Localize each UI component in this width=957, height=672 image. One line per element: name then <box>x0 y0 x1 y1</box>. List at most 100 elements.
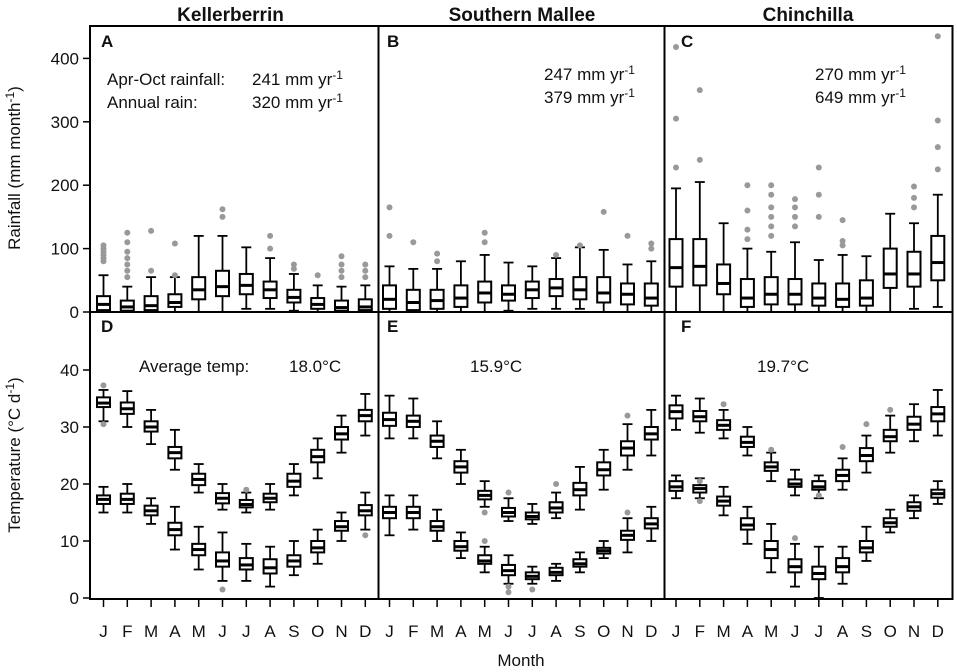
panel-c-s0-m5-outlier-4 <box>768 191 775 198</box>
panel-c-s0-m5-outlier-3 <box>768 204 775 211</box>
panel-f-s1-m11-box <box>906 494 922 520</box>
panel-e-s0-m2-box <box>405 397 421 440</box>
temp-tick-label-30: 30 <box>60 418 79 437</box>
panel-c-s0-m6-outlier-2 <box>792 204 798 211</box>
panel-b-s0-m3-outlier-1 <box>434 250 441 257</box>
panel-c-s0-m6-outlier-3 <box>792 196 798 203</box>
panel-c-s0-m5-outlier-1 <box>768 223 775 230</box>
panel-f-s0-m8-box <box>835 443 851 491</box>
panel-f-s0-m11-box <box>906 403 922 443</box>
panel-b-s0-m9-box <box>572 242 588 310</box>
panel-e-s1-m2-box <box>405 494 421 531</box>
panel-a-s0-m4-box <box>167 240 183 313</box>
ylabel-temperature: Temperature (°C d-1) <box>3 377 24 532</box>
panel-a-s0-m2-outlier-4 <box>124 248 131 255</box>
panel-b-s0-m3-box <box>429 250 445 313</box>
panel-f-xtick-label-7: J <box>815 622 824 641</box>
annotation-f-value: 19.7°C <box>757 357 809 376</box>
panel-c-s0-m5-outlier-5 <box>768 182 775 189</box>
panel-c-s0-m12-outlier-1 <box>934 144 941 151</box>
panel-f-xtick-label-11: N <box>908 622 920 641</box>
annotation-a-label-2: Annual rain: <box>107 93 198 112</box>
annotation-c-value-2: 649 mm yr-1 <box>815 86 906 107</box>
panel-e-s1-m5-outlier-0 <box>481 538 488 544</box>
panel-e-s1-m6-box <box>501 554 516 596</box>
panel-b-s0-m2-iqr <box>405 288 421 312</box>
panel-a-s0-m4-outlier-0 <box>171 272 178 279</box>
annotation-b-value-2: 379 mm yr-1 <box>544 86 635 107</box>
rain-tick-label-100: 100 <box>51 240 79 259</box>
panel-a-s0-m6-outlier-1 <box>219 206 226 213</box>
panel-c-s0-m2-iqr <box>692 238 708 287</box>
panel-c-s0-m5-iqr <box>763 276 779 306</box>
panel-c-s0-m11-outlier-2 <box>911 183 917 190</box>
panel-e-xtick-label-6: J <box>504 622 513 641</box>
panel-e-s1-m4-box <box>453 531 469 559</box>
panel-border-f <box>663 311 954 600</box>
annotation-c-value-1: 270 mm yr-1 <box>815 63 906 84</box>
panel-b-s0-m5-outlier-1 <box>481 229 488 236</box>
panel-c-s0-m11-outlier-1 <box>911 194 917 201</box>
panel-c-s0-m9-iqr <box>858 279 874 307</box>
panel-a-s0-m2-outlier-2 <box>124 261 131 268</box>
temp-tick-label-40: 40 <box>60 361 79 380</box>
panel-d-s1-m6-outlier-0 <box>219 586 226 593</box>
panel-a-s0-m2-outlier-6 <box>124 229 131 236</box>
panel-c-s0-m7-outlier-0 <box>815 213 822 220</box>
panel-e-xtick-label-9: S <box>574 622 585 641</box>
panel-e-s1-m5-box <box>477 538 493 574</box>
panel-c-s0-m12-box <box>930 33 946 308</box>
panel-d-s1-m3-box <box>143 497 159 525</box>
panel-a-s0-m3-iqr <box>143 295 159 312</box>
panel-letter-f: F <box>681 317 691 336</box>
panel-d-s0-m6-box <box>215 483 230 511</box>
rain-tick-label-0: 0 <box>70 303 79 322</box>
panel-d-s1-m12-box <box>357 491 373 539</box>
panel-c-s0-m7-iqr <box>811 282 827 307</box>
panel-f-s1-m2-box <box>692 477 708 505</box>
title-kellerberrin: Kellerberrin <box>177 5 284 26</box>
ylabel-rainfall: Rainfall (mm month-1) <box>3 86 24 250</box>
panel-a-s0-m8-outlier-0 <box>267 245 274 252</box>
temperature-y-axis: 0 10 20 30 40 <box>60 361 90 608</box>
panel-letter-a: A <box>101 32 113 51</box>
panel-e-s0-m5-outlier-0 <box>481 509 488 516</box>
panel-c-s0-m11-outlier-0 <box>911 204 917 211</box>
rain-tick-label-200: 200 <box>51 176 79 195</box>
panel-d-xtick-label-8: A <box>264 622 276 641</box>
panel-a-s0-m6-box <box>215 206 230 313</box>
panel-d-s0-m1-box <box>96 382 111 428</box>
panel-c-s0-m6-box <box>787 196 803 313</box>
panel-e-xtick-label-8: A <box>550 622 562 641</box>
panel-f-s1-m10-box <box>882 508 898 534</box>
panel-f-xtick-label-10: O <box>884 622 897 641</box>
panel-c-s0-m5-outlier-2 <box>768 213 775 220</box>
panel-e-s1-m12-box <box>643 505 659 542</box>
panel-e-s1-m7-box <box>524 565 540 593</box>
panel-f-s0-m3-outlier-0 <box>720 401 727 408</box>
panel-c-s0-m4-outlier-3 <box>744 182 751 189</box>
panel-d-s1-m7-box <box>238 542 254 582</box>
panel-a-s0-m6-iqr <box>215 269 230 298</box>
panel-f-s0-m8-outlier-0 <box>839 443 846 450</box>
panel-e-s1-m11-box <box>620 509 635 554</box>
panel-d-xtick-label-1: J <box>99 622 108 641</box>
panel-a-s0-m9-outlier-1 <box>290 261 297 268</box>
panel-a-s0-m8-box <box>262 232 278 310</box>
panel-a-s0-m1-outlier-5 <box>100 242 107 249</box>
panel-f-xtick-label-8: A <box>837 622 849 641</box>
panel-e-s0-m8-box <box>548 481 564 520</box>
panel-d-s1-m9-box <box>286 540 302 577</box>
panel-a-s0-m5-iqr <box>191 276 207 301</box>
panel-c-s0-m6-iqr <box>787 278 803 306</box>
panel-d-xtick-label-11: N <box>335 622 347 641</box>
panel-e-xtick-label-5: M <box>478 622 492 641</box>
panel-d-xtick-label-10: O <box>311 622 324 641</box>
panel-e-xtick-label-4: A <box>455 622 467 641</box>
panel-letter-b: B <box>387 32 399 51</box>
panel-d-s0-m9-box <box>286 463 302 497</box>
panel-f-s0-m2-box <box>692 397 708 434</box>
panel-b-s0-m1-iqr <box>382 284 397 310</box>
panel-d-s0-m4-box <box>167 428 183 471</box>
